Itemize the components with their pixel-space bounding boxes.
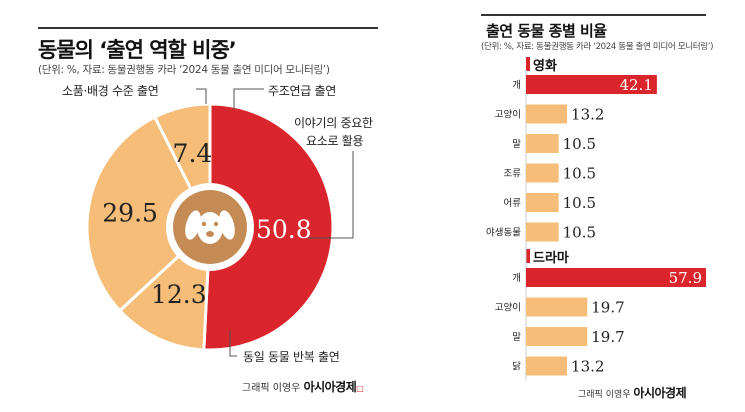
- drama-section-marker: [526, 249, 530, 263]
- bar-value-label-0-5: 10.5: [563, 224, 596, 242]
- pie-value-label-1: 12.3: [151, 280, 207, 309]
- bar-0-0: [526, 75, 657, 94]
- label-story-line2: 요소로 활용: [306, 134, 364, 148]
- bar-1-0: [526, 268, 706, 287]
- movie-section-marker: [526, 57, 530, 71]
- bar-value-label-1-0: 57.9: [669, 269, 702, 287]
- movie-section-title: 영화: [533, 59, 557, 74]
- bar-category-1-1: 고양이: [495, 303, 521, 314]
- right-credit-brand: 아시아경제: [633, 386, 687, 400]
- drama-section-title: 드라마: [533, 251, 569, 266]
- right-credit: 그래픽 이영우 아시아경제: [578, 384, 687, 401]
- leader-repeat: [229, 330, 237, 357]
- left-credit: 그래픽 이영우 아시아경제□: [242, 380, 364, 394]
- bar-0-4: [526, 193, 559, 212]
- right-top-rule: [481, 14, 706, 16]
- left-top-rule: [38, 27, 378, 29]
- bar-category-1-2: 말: [512, 331, 521, 343]
- right-credit-text: 그래픽 이영우: [578, 390, 634, 400]
- left-chart-title: 동물의 ‘출연 역할 비중’: [38, 38, 237, 62]
- right-chart-title: 출연 동물 종별 비율: [486, 22, 607, 40]
- pie-value-label-3: 7.4: [173, 139, 213, 168]
- bar-category-0-4: 어류: [504, 198, 522, 209]
- pie-slice-0: [202, 102, 335, 352]
- bar-value-label-0-1: 13.2: [571, 106, 604, 124]
- bar-0-3: [526, 163, 559, 183]
- bar-value-label-0-0: 42.1: [619, 76, 652, 94]
- bar-value-label-0-3: 10.5: [563, 165, 596, 183]
- label-repeat: 동일 동물 반복 출연: [243, 350, 340, 364]
- pie-value-label-0: 50.8: [256, 215, 312, 244]
- bar-0-2: [526, 134, 559, 153]
- leader-props: [196, 88, 207, 104]
- left-chart-subtitle: (단위: %, 자료: 동물권행동 카라 ‘2024 동물 출연 미디어 모니터…: [38, 64, 330, 76]
- left-credit-text: 그래픽 이영우: [242, 383, 304, 394]
- right-chart-subtitle: (단위: %, 자료: 동물권행동 카라 ‘2024 동물 출연 미디어 모니터…: [481, 42, 714, 52]
- bar-category-0-3: 조류: [504, 169, 522, 180]
- leader-supporting: [233, 88, 264, 110]
- dog-face-icon: [185, 210, 235, 244]
- bar-value-label-0-4: 10.5: [563, 194, 596, 212]
- bar-value-label-0-2: 10.5: [563, 135, 596, 153]
- bar-category-0-0: 개: [512, 80, 521, 91]
- label-props: 소품·배경 수준 출연: [62, 84, 159, 98]
- bar-1-3: [526, 356, 568, 376]
- left-credit-brand: 아시아경제: [303, 380, 357, 394]
- bar-1-2: [526, 327, 588, 346]
- bar-value-label-1-1: 19.7: [591, 299, 624, 317]
- bar-category-1-3: 닭: [512, 361, 521, 373]
- pie-value-label-2: 29.5: [102, 199, 158, 228]
- bar-value-label-1-3: 13.2: [571, 358, 604, 376]
- bar-0-1: [526, 104, 568, 124]
- bar-1-1: [526, 297, 588, 317]
- pie-slice-2: [85, 115, 212, 313]
- leader-story: [308, 151, 354, 239]
- bar-value-label-1-2: 19.7: [591, 328, 624, 346]
- label-supporting: 주조연급 출연: [268, 84, 336, 98]
- bar-0-5: [526, 222, 559, 242]
- label-story-line1: 이야기의 중요한: [294, 116, 373, 130]
- bar-category-1-0: 개: [512, 273, 521, 284]
- bar-category-0-1: 고양이: [495, 110, 521, 121]
- bar-category-0-2: 말: [512, 138, 521, 150]
- bar-category-0-5: 야생동물: [486, 228, 521, 239]
